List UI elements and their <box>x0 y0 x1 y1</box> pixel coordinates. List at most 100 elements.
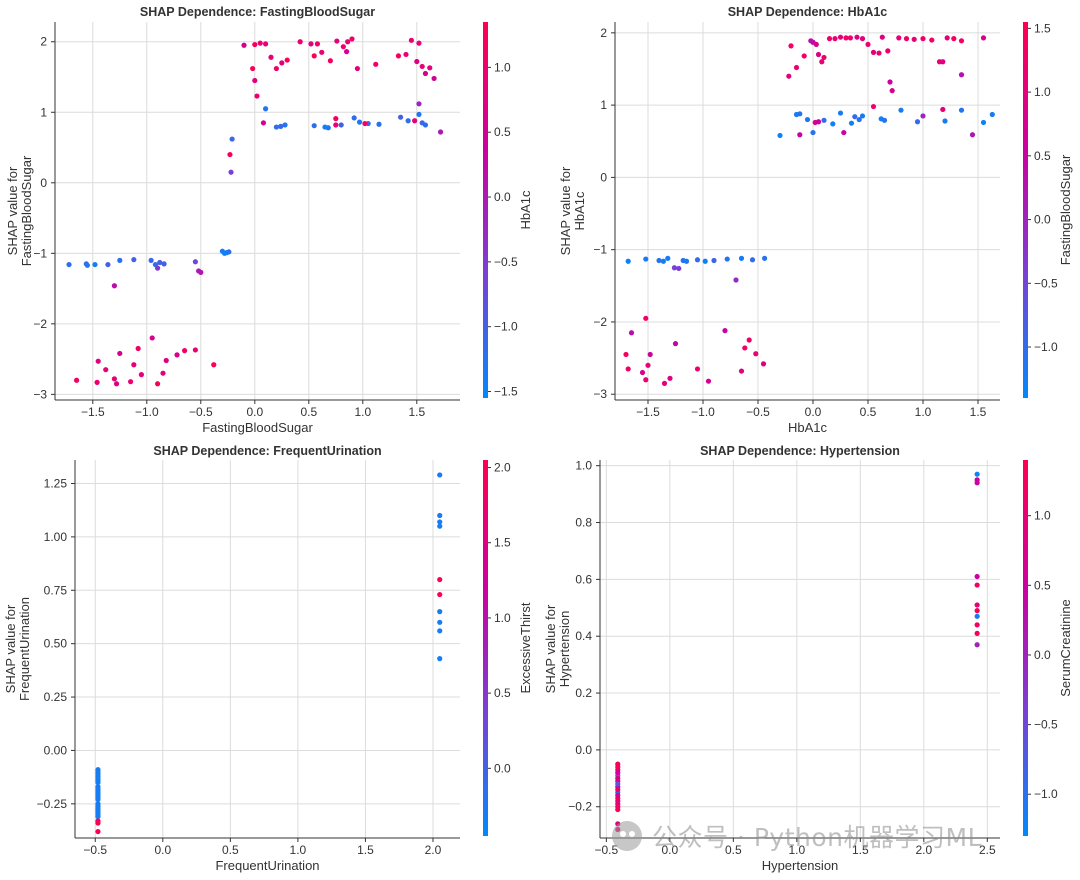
colorbar <box>483 22 488 398</box>
data-point <box>854 34 860 40</box>
data-point <box>155 265 161 271</box>
data-point <box>793 64 800 71</box>
data-point <box>643 315 649 321</box>
data-point <box>643 256 649 262</box>
x-tick-label: −1.5 <box>81 405 105 419</box>
data-point <box>322 124 328 130</box>
data-point <box>226 249 232 255</box>
data-point <box>163 357 169 364</box>
data-point <box>797 132 803 138</box>
data-point <box>672 341 679 347</box>
watermark-text: 公众号 · Python机器学习ML <box>652 823 982 852</box>
data-point <box>856 116 862 123</box>
data-point <box>327 58 333 64</box>
data-point <box>940 106 946 113</box>
data-point <box>138 372 144 378</box>
colorbar-tick-label: 1.5 <box>494 536 511 550</box>
data-point <box>95 790 101 796</box>
data-point <box>412 118 418 124</box>
colorbar-tick-label: 0.0 <box>1034 213 1051 227</box>
colorbar-tick-label: 0.5 <box>1034 578 1051 592</box>
data-point <box>974 573 980 580</box>
data-point <box>788 43 794 49</box>
data-point <box>974 613 980 619</box>
data-point <box>801 53 807 59</box>
data-point <box>131 257 137 263</box>
x-tick-label: 2.0 <box>425 843 442 857</box>
data-point <box>111 376 117 382</box>
colorbar-tick-label: 0.5 <box>494 686 511 700</box>
data-point <box>843 35 849 41</box>
y-tick-label: −0.2 <box>568 800 592 814</box>
data-point <box>815 119 822 125</box>
data-point <box>660 258 667 264</box>
data-point <box>837 34 844 40</box>
data-point <box>804 116 811 123</box>
y-tick-label: 2 <box>600 26 607 40</box>
y-tick-label: −3 <box>593 387 607 401</box>
y-tick-label: 0.8 <box>575 516 592 530</box>
y-tick-label: 0.6 <box>575 572 592 586</box>
data-point <box>74 377 80 383</box>
data-point <box>284 57 290 63</box>
data-point <box>354 65 360 72</box>
data-point <box>373 61 379 67</box>
data-point <box>847 35 854 41</box>
colorbar-tick-label: 1.0 <box>1034 85 1051 99</box>
data-point <box>344 49 350 55</box>
data-point <box>128 379 134 385</box>
data-point <box>198 269 204 275</box>
data-point <box>95 777 101 783</box>
data-point <box>974 480 980 486</box>
data-point <box>810 129 816 136</box>
x-tick-label: 1.5 <box>408 405 425 419</box>
colorbar-label: SerumCreatinine <box>1058 599 1073 697</box>
data-point <box>431 75 437 82</box>
x-tick-label: 0.0 <box>805 405 822 419</box>
x-tick-label: 1.0 <box>788 843 805 857</box>
colorbar <box>1023 460 1028 836</box>
data-point <box>376 121 382 127</box>
data-point <box>889 88 895 94</box>
data-point <box>131 362 137 368</box>
x-tick-label: 0.0 <box>154 843 171 857</box>
y-tick-label: −0.25 <box>37 797 68 811</box>
colorbar-tick-label: 1.0 <box>1034 509 1051 523</box>
colorbar-tick-label: −1.5 <box>494 385 518 399</box>
data-point <box>705 378 712 384</box>
data-point <box>826 36 833 42</box>
data-point <box>311 53 317 59</box>
data-point <box>625 366 631 372</box>
data-point <box>974 582 980 588</box>
scatter-panel-4: −0.5 0.0 0.5 1.0 1.5 2.0 2.5 −0.2 0.0 0.2 0.4 0.6 0.… <box>543 444 1073 873</box>
scatter-panel-1: −1.5 −1.0 −0.5 0.0 0.5 1.0 1.5 −3 −2 −1 0 1 2 SHAP De… <box>5 5 533 435</box>
data-point <box>676 265 682 272</box>
colorbar-label: HbA1c <box>518 190 533 230</box>
data-point <box>896 35 902 41</box>
x-axis-label: HbA1c <box>788 420 828 435</box>
data-point <box>92 261 98 268</box>
data-point <box>149 335 155 341</box>
data-point <box>929 37 935 43</box>
colorbar-tick-label: −1.0 <box>1034 340 1058 354</box>
data-point <box>416 101 422 107</box>
data-point <box>821 54 827 61</box>
colorbar-tick-label: 0.0 <box>494 190 511 204</box>
data-point <box>920 36 926 42</box>
data-point <box>639 369 646 376</box>
chart-title: SHAP Dependence: HbA1c <box>728 5 888 19</box>
data-point <box>865 41 871 48</box>
data-point <box>615 798 621 804</box>
data-point <box>228 169 234 175</box>
data-point <box>263 106 269 112</box>
x-tick-label: 1.0 <box>915 405 932 419</box>
data-point <box>911 36 917 42</box>
data-point <box>859 113 866 119</box>
y-tick-label: 0.75 <box>44 583 68 597</box>
data-point <box>227 151 233 158</box>
data-point <box>870 103 877 110</box>
data-point <box>777 132 783 139</box>
data-point <box>813 41 819 48</box>
data-point <box>422 70 429 77</box>
data-point <box>211 362 217 368</box>
